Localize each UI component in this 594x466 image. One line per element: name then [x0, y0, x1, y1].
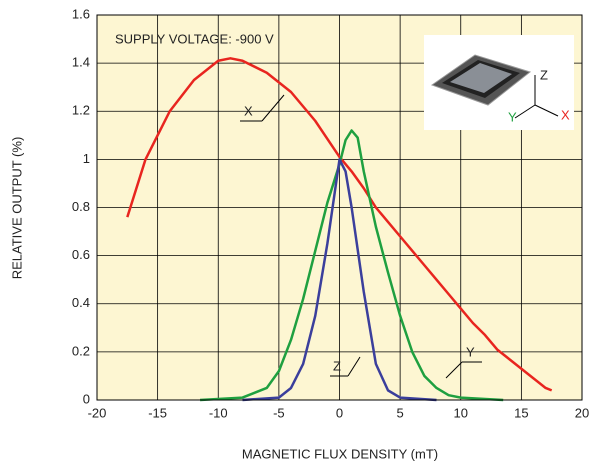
series-label-z: Z — [333, 358, 341, 373]
series-label-x: X — [244, 103, 253, 118]
callout-leader — [445, 361, 463, 379]
x-axis-label: MAGNETIC FLUX DENSITY (mT) — [242, 446, 438, 461]
inset-device: Z Y X — [424, 35, 574, 130]
y-tick-label: 0.4 — [72, 295, 90, 310]
axis-x — [534, 104, 559, 117]
series-line — [126, 57, 553, 392]
x-tick-label: 15 — [514, 405, 528, 420]
y-tick-label: 1.6 — [72, 6, 90, 21]
x-tick-label: 5 — [397, 405, 404, 420]
y-tick-label: 1.2 — [72, 103, 90, 118]
inset-y: Y — [508, 109, 517, 124]
x-tick-label: 10 — [454, 405, 468, 420]
series-line — [199, 129, 504, 402]
x-tick-label: -20 — [88, 405, 107, 420]
x-tick-label: -5 — [273, 405, 285, 420]
x-tick-label: -10 — [209, 405, 228, 420]
inset-x: X — [561, 107, 570, 122]
device-grid — [450, 63, 512, 93]
y-tick-label: 0.2 — [72, 343, 90, 358]
callout-leader — [261, 94, 285, 122]
supply-annotation: SUPPLY VOLTAGE: -900 V — [115, 31, 274, 46]
series-line — [242, 158, 437, 402]
x-tick-label: 20 — [575, 405, 589, 420]
y-tick-label: 1.4 — [72, 55, 90, 70]
y-tick-label: 1 — [83, 151, 90, 166]
series-label-y: Y — [466, 344, 475, 359]
callout-leader — [347, 356, 361, 377]
y-tick-label: 0.6 — [72, 247, 90, 262]
x-tick-label: 0 — [336, 405, 343, 420]
y-tick-label: 0 — [83, 391, 90, 406]
axis-y — [514, 104, 536, 119]
y-axis-label: RELATIVE OUTPUT (%) — [9, 137, 24, 280]
x-tick-label: -15 — [148, 405, 167, 420]
y-tick-label: 0.8 — [72, 199, 90, 214]
lines — [126, 57, 553, 402]
plot-frame — [96, 14, 583, 401]
inset-z: Z — [540, 67, 548, 82]
